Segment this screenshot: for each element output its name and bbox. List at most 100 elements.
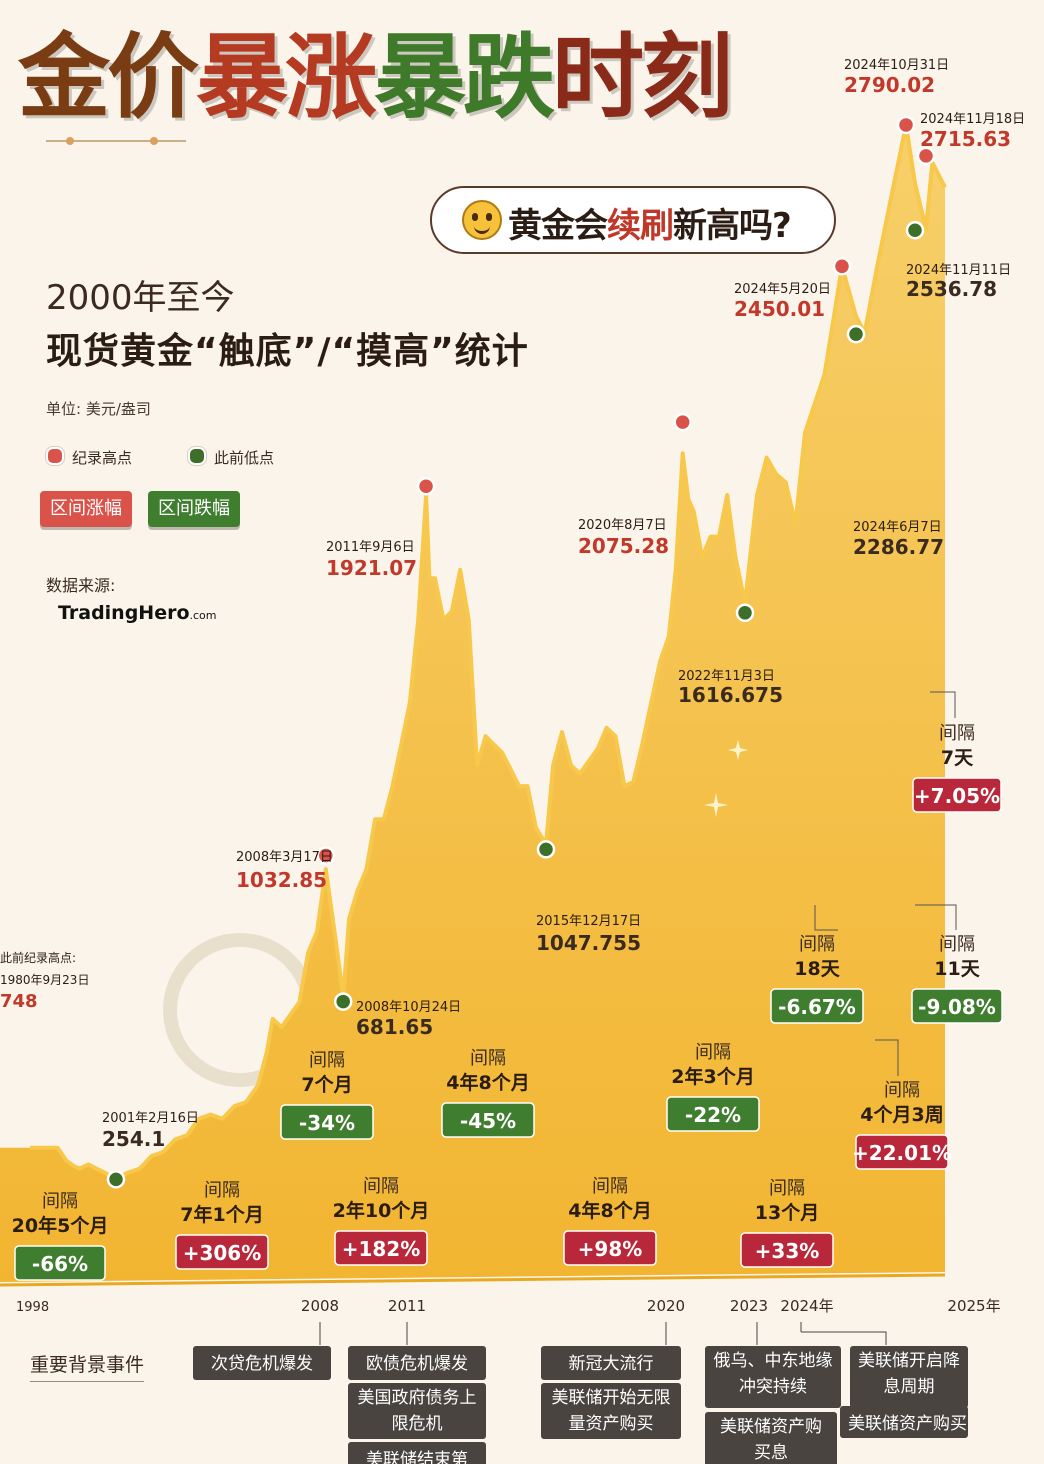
title-part-4: 时刻 xyxy=(552,23,733,131)
title-part-2: 暴涨 xyxy=(196,23,377,131)
interval-bracket xyxy=(875,1039,899,1076)
subtitle-main: 现货黄金“触底”/“摸高”统计 xyxy=(46,331,529,372)
event-tag: 美联储开始无限量资产购买 xyxy=(541,1383,681,1439)
point-value-label: 2790.02 xyxy=(844,73,935,97)
question-highlight: 续刷 xyxy=(607,206,674,246)
rise-badge xyxy=(334,1230,428,1266)
interval-change: +7.05% xyxy=(914,784,1000,808)
fall-badge-legend: 区间跌幅 xyxy=(148,491,240,527)
interval-group: 间隔 7个月 -34% xyxy=(280,1050,374,1140)
point-date-label: 2008年3月17日 xyxy=(236,850,333,865)
interval-label: 间隔 xyxy=(884,1080,920,1101)
event-tag: 俄乌、中东地缘冲突持续 xyxy=(705,1346,841,1408)
interval-change: +306% xyxy=(183,1241,262,1265)
source-label: 数据来源: xyxy=(46,576,116,595)
point-value-label: 2450.01 xyxy=(734,297,825,321)
title-part-3: 暴跌 xyxy=(374,23,555,131)
fall-badge xyxy=(14,1245,106,1281)
thinking-face-icon xyxy=(462,200,502,240)
sparkle-icon xyxy=(728,740,748,760)
record-high-dot xyxy=(316,846,336,865)
legend-low-label: 此前低点 xyxy=(214,449,275,467)
interval-label: 间隔 xyxy=(470,1048,506,1069)
interval-label: 间隔 xyxy=(42,1191,78,1212)
point-label: 2008年3月17日 1032.85 xyxy=(236,850,333,892)
interval-label: 间隔 xyxy=(939,934,975,955)
record-high-dot xyxy=(832,257,852,276)
fall-badge xyxy=(770,988,864,1024)
point-value-label: 2075.28 xyxy=(578,534,669,558)
interval-duration: 13个月 xyxy=(755,1202,819,1224)
interval-change: -66% xyxy=(32,1252,88,1276)
x-tick-label: 2020 xyxy=(647,1297,685,1315)
interval-bracket xyxy=(814,905,838,931)
event-tag: 美联储资产购买 xyxy=(840,1406,968,1438)
low-dot-icon xyxy=(188,447,206,465)
point-date-label: 2022年11月3日 xyxy=(678,669,775,684)
point-label: 此前纪录高点: 1980年9月23日 748 xyxy=(0,950,89,1012)
legend-high: 纪录高点 xyxy=(46,447,132,468)
x-tick-label: 2008 xyxy=(301,1297,339,1315)
source-suffix: .com xyxy=(189,609,217,622)
interval-group: 间隔 13个月 +33% xyxy=(740,1178,834,1268)
point-date-label: 2024年6月7日 xyxy=(853,520,942,535)
x-tick-label: 2025年 xyxy=(947,1297,1000,1315)
point-value-label: 1047.755 xyxy=(536,931,641,955)
event-tag: 美联储资产购买息 xyxy=(705,1412,837,1464)
record-high-dot xyxy=(916,146,936,166)
rise-badge-legend: 区间涨幅 xyxy=(40,491,132,527)
rise-badge xyxy=(175,1234,269,1270)
prior-low-dot xyxy=(846,324,866,344)
prior-low-dot xyxy=(333,992,353,1011)
interval-label: 间隔 xyxy=(939,723,975,744)
interval-group: 间隔 18天 -6.67% xyxy=(770,905,864,1024)
interval-duration: 2年10个月 xyxy=(333,1199,430,1222)
point-date-label: 2024年11月18日 xyxy=(920,112,1025,127)
interval-change: +98% xyxy=(578,1237,643,1261)
high-dot-icon xyxy=(46,447,64,465)
interval-label: 间隔 xyxy=(363,1176,399,1197)
interval-bracket xyxy=(930,691,956,718)
question-prefix: 黄金会 xyxy=(508,206,608,246)
point-date-label: 2001年2月16日 xyxy=(102,1111,199,1126)
point-value-label: 254.1 xyxy=(102,1127,165,1151)
interval-duration: 7个月 xyxy=(301,1074,352,1096)
point-date-label: 1980年9月23日 xyxy=(0,973,89,987)
interval-label: 间隔 xyxy=(769,1178,805,1199)
interval-label: 间隔 xyxy=(799,934,835,955)
interval-duration: 7年1个月 xyxy=(180,1203,263,1226)
rise-badge xyxy=(740,1232,834,1268)
interval-duration: 4个月3周 xyxy=(860,1104,943,1126)
title-part-1: 金价 xyxy=(18,23,199,131)
record-high-dot xyxy=(673,412,692,432)
point-date-label: 此前纪录高点: xyxy=(0,950,76,965)
tick-connector xyxy=(801,1331,887,1345)
interval-change: -6.67% xyxy=(778,995,856,1019)
interval-change: +33% xyxy=(755,1239,820,1263)
point-date-label: 2024年5月20日 xyxy=(734,282,831,297)
source-logo: TradingHero.com xyxy=(58,602,217,624)
interval-change: -34% xyxy=(299,1111,355,1135)
point-label: 2015年12月17日 1047.755 xyxy=(536,914,641,955)
point-date-label: 2020年8月7日 xyxy=(578,518,667,533)
point-value-label: 2715.63 xyxy=(920,127,1011,151)
interval-duration: 2年3个月 xyxy=(671,1065,754,1088)
fall-badge xyxy=(280,1104,374,1140)
event-tag: 美联储开启降息周期 xyxy=(850,1346,968,1408)
interval-change: -22% xyxy=(685,1103,741,1127)
interval-duration: 20年5个月 xyxy=(12,1214,109,1237)
title-divider xyxy=(46,137,186,145)
interval-group: 间隔 11天 -9.08% xyxy=(911,904,1003,1024)
point-value-label: 1032.85 xyxy=(236,868,327,892)
